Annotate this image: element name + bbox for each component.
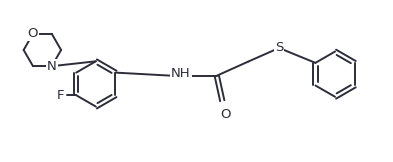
Text: F: F <box>57 89 64 102</box>
Text: O: O <box>28 27 38 40</box>
Text: NH: NH <box>171 67 191 80</box>
Text: S: S <box>275 41 283 54</box>
Text: N: N <box>47 60 57 73</box>
Text: O: O <box>220 108 231 121</box>
